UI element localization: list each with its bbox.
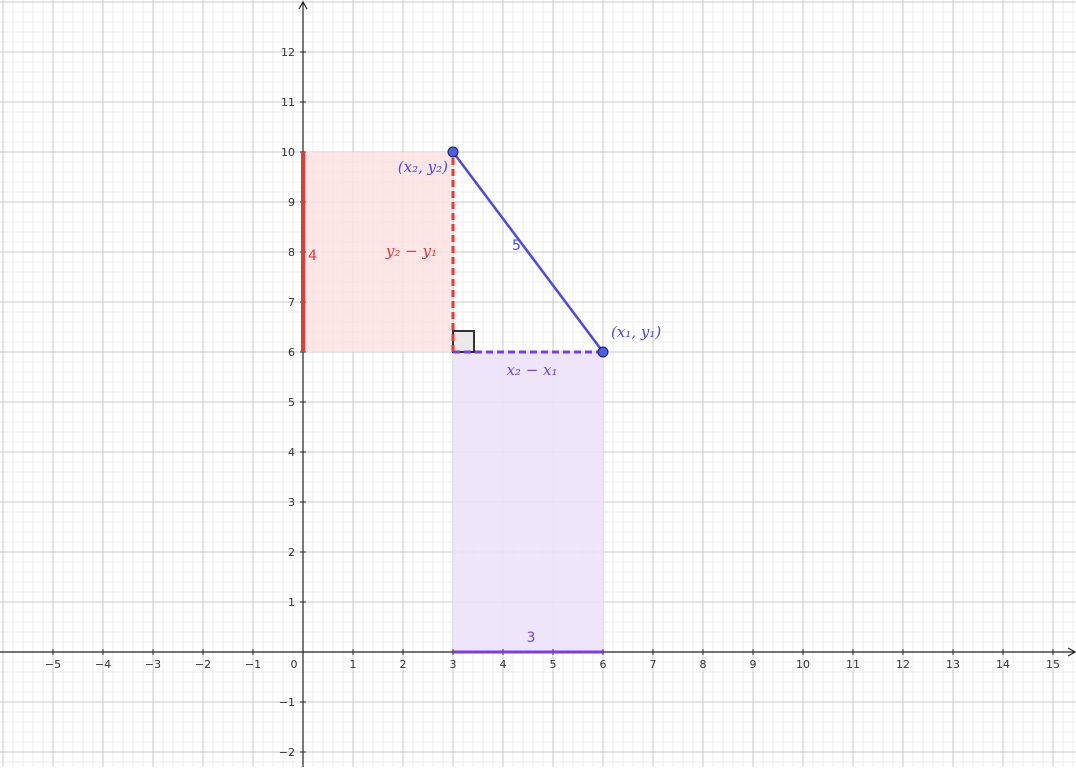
point-x2-y2[interactable] xyxy=(447,146,459,158)
x-tick-label: 8 xyxy=(700,658,707,671)
x-tick-label: 0 xyxy=(291,658,298,671)
x-tick-label: 3 xyxy=(450,658,457,671)
y-projection-length-label: 4 xyxy=(308,248,317,264)
x-tick-label: −3 xyxy=(145,658,161,671)
right-angle-marker xyxy=(452,330,475,353)
hypotenuse-length-label: 5 xyxy=(512,238,521,254)
x-tick-label: 6 xyxy=(600,658,607,671)
y-tick-label: 11 xyxy=(281,96,295,109)
x-tick-label: 11 xyxy=(846,658,860,671)
x-tick-label: 10 xyxy=(796,658,810,671)
x-tick-label: 9 xyxy=(750,658,757,671)
y-tick-label: 9 xyxy=(288,196,295,209)
x-tick-label: 2 xyxy=(400,658,407,671)
x-tick-label: 4 xyxy=(500,658,507,671)
horizontal-leg-label: x₂ − x₁ xyxy=(506,361,557,379)
x-tick-label: −4 xyxy=(95,658,111,671)
hypotenuse-segment xyxy=(452,151,604,353)
x-axis-arrow xyxy=(1067,647,1076,657)
x-tick-label: 1 xyxy=(350,658,357,671)
tick-labels: −5 −4 −3 −2 −1 0 1 2 3 4 5 6 7 8 9 10 11 12 13 14 15−2−11234… xyxy=(45,46,1060,759)
y-tick-label: 12 xyxy=(281,46,295,59)
y-axis-arrow xyxy=(298,0,308,10)
x-tick-label: −2 xyxy=(195,658,211,671)
x-tick-label: 5 xyxy=(550,658,557,671)
x-tick-label: 13 xyxy=(946,658,960,671)
y-tick-label: 1 xyxy=(288,596,295,609)
vertical-leg-label: y₂ − y₁ xyxy=(385,242,437,260)
x-projection-length-label: 3 xyxy=(527,630,536,646)
point-x1-y1[interactable] xyxy=(597,346,609,358)
y-tick-label: 8 xyxy=(288,246,295,259)
y-tick-label: 4 xyxy=(288,446,295,459)
y-tick-label: 3 xyxy=(288,496,295,509)
y-tick-label: 6 xyxy=(288,346,295,359)
y-tick-label: 7 xyxy=(288,296,295,309)
y-tick-label: 10 xyxy=(281,146,295,159)
x-tick-label: 14 xyxy=(996,658,1010,671)
y-projection-region xyxy=(303,152,453,352)
y-tick-label: 5 xyxy=(288,396,295,409)
x-tick-label: −1 xyxy=(245,658,261,671)
point-x2-y2-label: (x₂, y₂) xyxy=(398,158,448,176)
x-tick-label: 15 xyxy=(1046,658,1060,671)
y-tick-label: 2 xyxy=(288,546,295,559)
point-x1-y1-label: (x₁, y₁) xyxy=(611,323,661,341)
y-tick-label: −1 xyxy=(279,696,295,709)
x-projection-region xyxy=(453,352,603,652)
x-tick-label: −5 xyxy=(45,658,61,671)
x-tick-label: 7 xyxy=(650,658,657,671)
x-tick-label: 12 xyxy=(896,658,910,671)
y-tick-label: −2 xyxy=(279,746,295,759)
